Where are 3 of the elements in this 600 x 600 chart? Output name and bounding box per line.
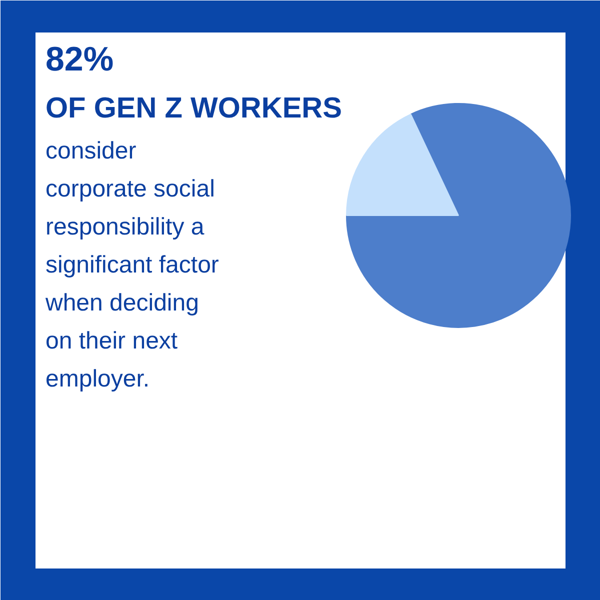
chart-title: 82% xyxy=(46,40,114,78)
text: consider corporate social responsibility a significant factor when deciding on their next employer. xyxy=(44,138,219,392)
chart-subtitle: OF GEN Z WORKERS xyxy=(46,92,342,124)
